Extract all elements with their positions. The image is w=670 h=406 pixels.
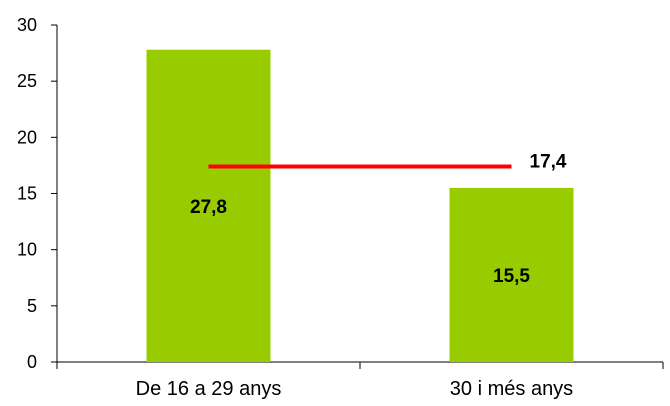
y-tick-label: 20 [17, 127, 37, 147]
bar-value-label: 15,5 [493, 266, 530, 287]
y-tick-label: 10 [17, 240, 37, 260]
y-tick-label: 30 [17, 15, 37, 35]
y-tick-label: 15 [17, 184, 37, 204]
y-tick-label: 25 [17, 71, 37, 91]
bar [146, 49, 271, 363]
reference-line-group: 17,4 [208, 152, 567, 173]
reference-line-label: 17,4 [530, 152, 567, 173]
bar-value-label: 27,8 [190, 197, 227, 218]
y-tick-label: 0 [27, 352, 37, 372]
x-category-label: 30 i més anys [450, 378, 573, 400]
bar [449, 187, 574, 362]
x-category-label: De 16 a 29 anys [136, 378, 282, 400]
labels: De 16 a 29 anys 27,8 30 i més anys 15,5 [136, 197, 574, 400]
y-tick-label: 5 [27, 296, 37, 316]
bars [146, 49, 574, 363]
